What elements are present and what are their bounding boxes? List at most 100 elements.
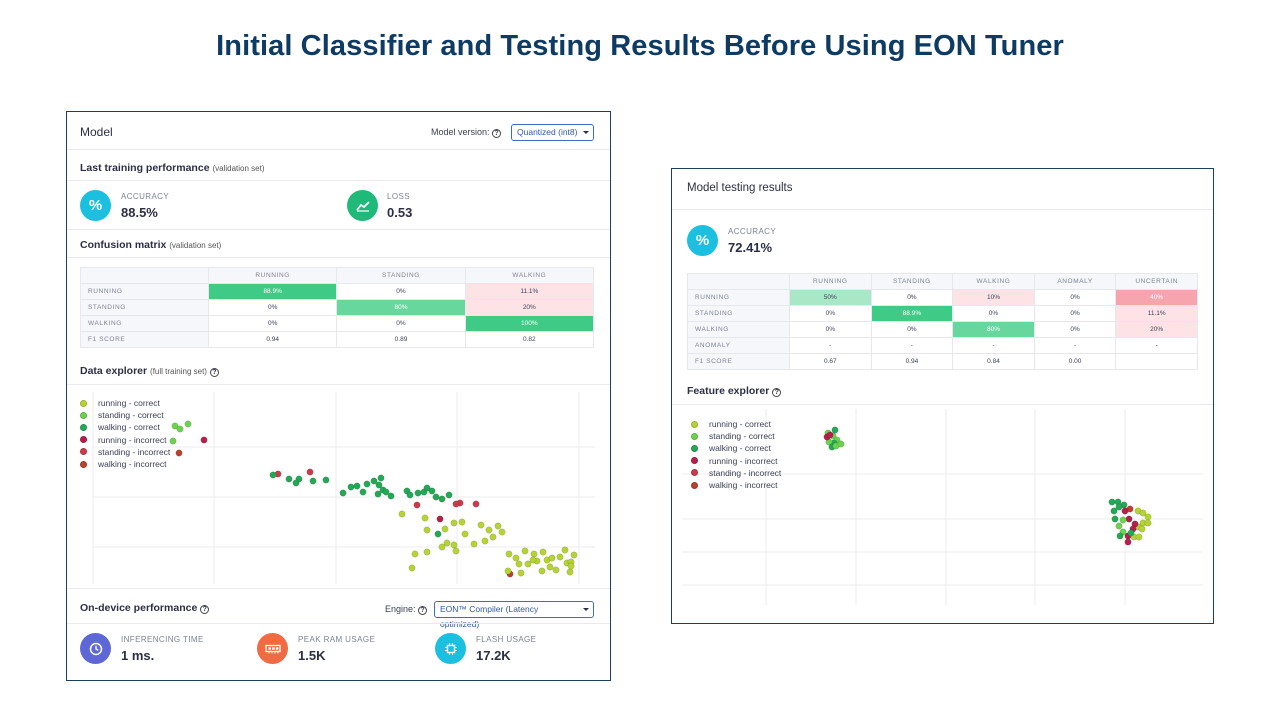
feature-explorer-plot[interactable]: [672, 409, 1213, 605]
scatter-point[interactable]: [377, 474, 385, 482]
scatter-point[interactable]: [452, 500, 460, 508]
scatter-point[interactable]: [567, 562, 575, 570]
engine-select[interactable]: EON™ Compiler (Latency optimized): [434, 601, 594, 629]
scatter-point[interactable]: [1115, 522, 1123, 530]
scatter-point[interactable]: [498, 528, 506, 536]
scatter-point[interactable]: [434, 530, 442, 538]
scatter-point[interactable]: [458, 518, 466, 526]
scatter-point[interactable]: [423, 548, 431, 556]
scatter-point[interactable]: [530, 550, 538, 558]
scatter-point[interactable]: [452, 547, 460, 555]
scatter-point[interactable]: [1144, 513, 1152, 521]
scatter-point[interactable]: [512, 554, 520, 562]
help-icon[interactable]: ?: [492, 129, 502, 138]
scatter-point[interactable]: [524, 560, 532, 568]
scatter-point[interactable]: [529, 556, 537, 564]
scatter-point[interactable]: [428, 487, 436, 495]
legend-item[interactable]: walking - incorrect: [80, 458, 170, 470]
scatter-point[interactable]: [359, 488, 367, 496]
scatter-point[interactable]: [436, 515, 444, 523]
scatter-point[interactable]: [306, 468, 314, 476]
legend-item[interactable]: standing - correct: [691, 430, 781, 442]
scatter-point[interactable]: [1110, 507, 1118, 515]
scatter-point[interactable]: [411, 550, 419, 558]
scatter-point[interactable]: [461, 530, 469, 538]
help-icon[interactable]: ?: [772, 388, 782, 397]
scatter-point[interactable]: [826, 431, 834, 439]
scatter-point[interactable]: [309, 477, 317, 485]
legend-item[interactable]: standing - incorrect: [80, 446, 170, 458]
scatter-point[interactable]: [477, 521, 485, 529]
scatter-point[interactable]: [432, 493, 440, 501]
scatter-point[interactable]: [370, 477, 378, 485]
scatter-point[interactable]: [515, 560, 523, 568]
scatter-point[interactable]: [450, 519, 458, 527]
scatter-point[interactable]: [184, 420, 192, 428]
scatter-point[interactable]: [1127, 529, 1135, 537]
scatter-point[interactable]: [556, 553, 564, 561]
legend-item[interactable]: walking - incorrect: [691, 479, 781, 491]
scatter-point[interactable]: [414, 489, 422, 497]
scatter-point[interactable]: [406, 491, 414, 499]
scatter-point[interactable]: [408, 564, 416, 572]
scatter-point[interactable]: [347, 483, 355, 491]
scatter-point[interactable]: [489, 533, 497, 541]
scatter-point[interactable]: [481, 537, 489, 545]
scatter-point[interactable]: [443, 539, 451, 547]
scatter-point[interactable]: [445, 491, 453, 499]
scatter-point[interactable]: [1108, 498, 1116, 506]
scatter-point[interactable]: [421, 514, 429, 522]
help-icon[interactable]: ?: [200, 605, 210, 614]
scatter-point[interactable]: [538, 567, 546, 575]
scatter-point[interactable]: [837, 440, 845, 448]
legend-item[interactable]: running - correct: [691, 418, 781, 430]
legend-item[interactable]: running - incorrect: [691, 455, 781, 467]
scatter-point[interactable]: [539, 548, 547, 556]
scatter-point[interactable]: [1124, 538, 1132, 546]
scatter-point[interactable]: [1115, 503, 1123, 511]
scatter-point[interactable]: [1119, 516, 1127, 524]
scatter-point[interactable]: [1125, 515, 1133, 523]
scatter-point[interactable]: [171, 422, 179, 430]
scatter-point[interactable]: [505, 550, 513, 558]
scatter-point[interactable]: [470, 540, 478, 548]
scatter-point[interactable]: [285, 475, 293, 483]
scatter-point[interactable]: [413, 501, 421, 509]
scatter-point[interactable]: [1144, 519, 1152, 527]
help-icon[interactable]: ?: [418, 606, 428, 615]
scatter-point[interactable]: [517, 569, 525, 577]
scatter-point[interactable]: [546, 563, 554, 571]
data-explorer-plot[interactable]: [67, 392, 610, 587]
scatter-point[interactable]: [1116, 532, 1124, 540]
scatter-point[interactable]: [353, 482, 361, 490]
legend-item[interactable]: walking - correct: [691, 442, 781, 454]
scatter-point[interactable]: [363, 480, 371, 488]
scatter-point[interactable]: [382, 488, 390, 496]
scatter-point[interactable]: [441, 525, 449, 533]
scatter-point[interactable]: [169, 437, 177, 445]
scatter-point[interactable]: [1135, 533, 1143, 541]
scatter-point[interactable]: [387, 492, 395, 500]
legend-item[interactable]: walking - correct: [80, 421, 170, 433]
scatter-point[interactable]: [1139, 509, 1147, 517]
scatter-point[interactable]: [450, 541, 458, 549]
scatter-point[interactable]: [472, 500, 480, 508]
scatter-point[interactable]: [322, 476, 330, 484]
help-icon[interactable]: ?: [209, 368, 219, 377]
scatter-point[interactable]: [423, 484, 431, 492]
scatter-point[interactable]: [200, 436, 208, 444]
scatter-point[interactable]: [1138, 525, 1146, 533]
scatter-point[interactable]: [494, 522, 502, 530]
scatter-point[interactable]: [269, 471, 277, 479]
scatter-point[interactable]: [570, 551, 578, 559]
scatter-point[interactable]: [438, 495, 446, 503]
scatter-point[interactable]: [375, 481, 383, 489]
scatter-point[interactable]: [339, 489, 347, 497]
legend-item[interactable]: standing - incorrect: [691, 467, 781, 479]
scatter-point[interactable]: [423, 526, 431, 534]
scatter-point[interactable]: [176, 425, 184, 433]
model-version-select[interactable]: Quantized (int8): [511, 124, 594, 141]
scatter-point[interactable]: [1121, 507, 1129, 515]
scatter-point[interactable]: [552, 566, 560, 574]
scatter-point[interactable]: [292, 479, 300, 487]
